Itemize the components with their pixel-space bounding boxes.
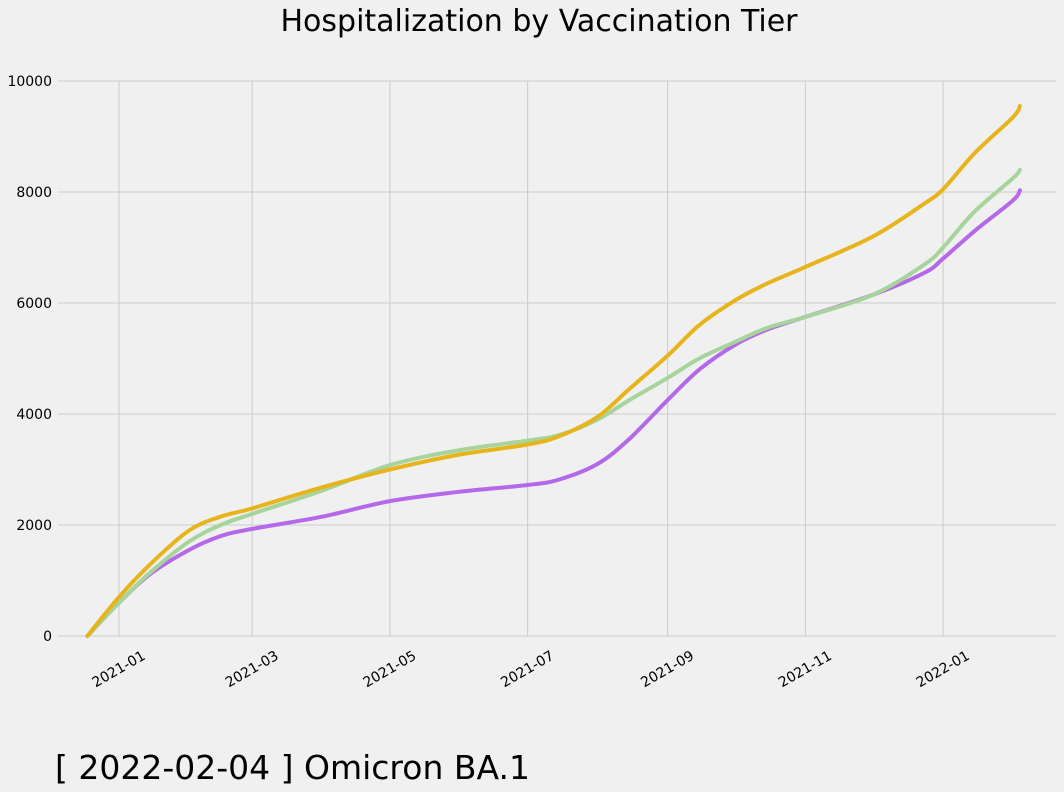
series-line-1 — [85, 104, 1022, 638]
x-tick-label: 2021-01 — [90, 648, 149, 691]
y-tick-labels: 0 2000 4000 6000 8000 10000 — [7, 74, 52, 645]
date-variant-caption: [ 2022-02-04 ] Omicron BA.1 — [55, 748, 530, 787]
y-tick-label: 0 — [43, 629, 52, 645]
series-line-2 — [85, 167, 1022, 638]
y-tick-label: 8000 — [16, 185, 52, 201]
x-tick-label: 2021-03 — [223, 648, 282, 691]
x-tick-label: 2021-07 — [498, 648, 557, 691]
series-lines — [85, 104, 1022, 638]
chart-title: Hospitalization by Vaccination Tier — [280, 4, 798, 39]
x-tick-label: 2021-11 — [776, 648, 835, 691]
x-tick-labels: 2021-01 2021-03 2021-05 2021-07 2021-09 2021-… — [90, 648, 973, 691]
y-tick-label: 4000 — [16, 407, 52, 423]
x-tick-label: 2021-05 — [361, 648, 420, 691]
y-tick-label: 2000 — [16, 518, 52, 534]
x-tick-label: 2021-09 — [638, 648, 697, 691]
y-gridlines — [58, 80, 1056, 637]
y-tick-label: 6000 — [16, 296, 52, 312]
series-line-3 — [85, 188, 1022, 638]
x-gridlines — [118, 81, 944, 636]
y-tick-label: 10000 — [7, 74, 52, 90]
x-tick-label: 2022-01 — [914, 648, 973, 691]
